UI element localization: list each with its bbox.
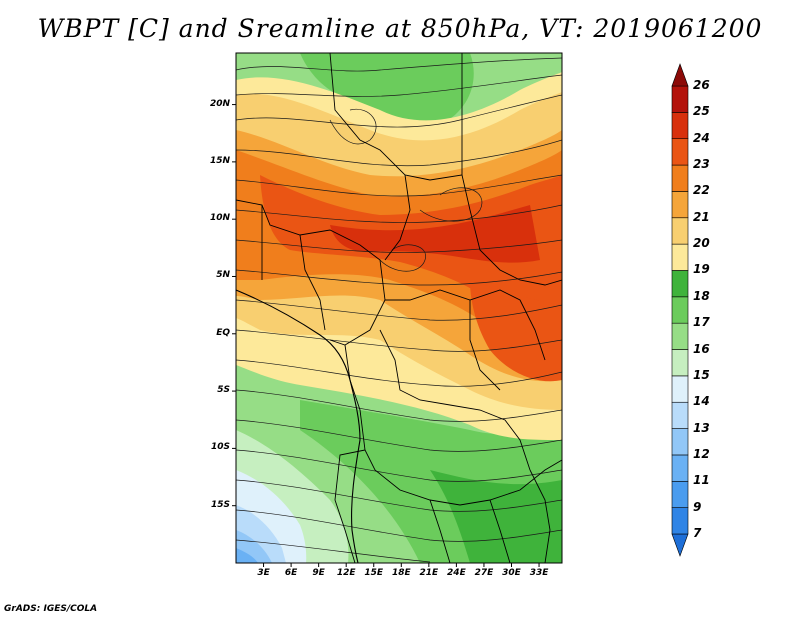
colorbar-segment — [671, 454, 689, 482]
wbpt-fill-17-north — [300, 53, 474, 126]
colorbar-segment — [671, 85, 689, 113]
map-frame — [235, 52, 563, 564]
wbpt-fill-east — [470, 280, 562, 382]
lat-tick-label: 15S — [210, 499, 230, 510]
colorbar-level-label: 11 — [693, 473, 710, 488]
colorbar-level-label: 26 — [693, 78, 710, 92]
lon-tick-label: 15E — [364, 568, 384, 578]
lon-tick-label: 6E — [284, 568, 298, 578]
streamlines — [236, 57, 562, 563]
colorbar-level-label: 20 — [693, 236, 710, 251]
colorbar-segment — [671, 164, 689, 192]
lon-tick-label: 3E — [257, 568, 270, 578]
wbpt-fill-18 — [430, 470, 562, 563]
colorbar-level-label: 9 — [693, 499, 702, 514]
lat-tick-label: 5S — [217, 385, 230, 396]
colorbar-level-label: 7 — [693, 526, 702, 540]
colorbar-segment — [671, 401, 689, 429]
colorbar-segment — [671, 243, 689, 271]
lon-tick-label: 27E — [474, 568, 494, 578]
colorbar-level-label: 13 — [693, 420, 710, 435]
colorbar-segment — [671, 217, 689, 245]
colorbar-segment — [671, 480, 689, 508]
lon-tick-label: 18E — [391, 568, 411, 578]
lat-tick-label: 10S — [210, 442, 230, 453]
grads-credit: GrADS: IGES/COLA — [4, 604, 98, 614]
country-borders — [236, 53, 562, 563]
lon-tick-label: 9E — [312, 568, 325, 578]
axis-ticks — [232, 104, 540, 567]
colorbar-level-label: 12 — [693, 446, 710, 461]
colorbar-level-label: 15 — [693, 367, 710, 382]
chart-title: WBPT [C] and Sreamline at 850hPa, VT: 20… — [37, 14, 763, 43]
colorbar-level-label: 23 — [693, 157, 710, 172]
colorbar-level-label: 19 — [693, 262, 710, 277]
colorbar-segment — [671, 296, 689, 324]
colorbar-level-label: 17 — [693, 315, 710, 330]
colorbar-segment — [671, 428, 689, 456]
colorbar-level-label: 14 — [693, 394, 710, 409]
colorbar-level-label: 18 — [693, 288, 710, 303]
colorbar-level-label: 25 — [693, 104, 710, 119]
wbpt-fill-11 — [236, 548, 258, 563]
colorbar-segment — [671, 375, 689, 403]
lon-tick-label: 33E — [529, 568, 549, 578]
colorbar-segment — [671, 322, 689, 350]
lon-tick-label: 30E — [502, 568, 521, 578]
colorbar-level-label: 21 — [693, 209, 710, 224]
lat-tick-label: EQ — [216, 327, 230, 338]
lon-tick-label: 12E — [336, 568, 356, 578]
colorbar-max-triangle — [671, 63, 689, 87]
lat-tick-label: 20N — [209, 98, 230, 109]
lon-tick-label: 21E — [419, 568, 439, 578]
coastline — [236, 289, 361, 563]
colorbar-level-label: 24 — [693, 130, 710, 145]
colorbar — [671, 63, 689, 557]
lat-tick-label: 15N — [209, 155, 230, 166]
colorbar-segment — [671, 349, 689, 377]
lon-tick-label: 24E — [447, 568, 466, 578]
colorbar-segment — [671, 270, 689, 298]
lat-tick-label: 5N — [216, 270, 230, 281]
colorbar-level-label: 22 — [693, 183, 710, 198]
colorbar-min-triangle — [671, 533, 689, 557]
colorbar-segment — [671, 507, 689, 535]
colorbar-segment — [671, 138, 689, 166]
wbpt-fill-24 — [330, 205, 540, 263]
colorbar-level-label: 16 — [693, 341, 710, 356]
map-field — [236, 53, 562, 563]
lat-tick-label: 10N — [209, 213, 230, 224]
colorbar-segment — [671, 112, 689, 140]
colorbar-segment — [671, 191, 689, 219]
